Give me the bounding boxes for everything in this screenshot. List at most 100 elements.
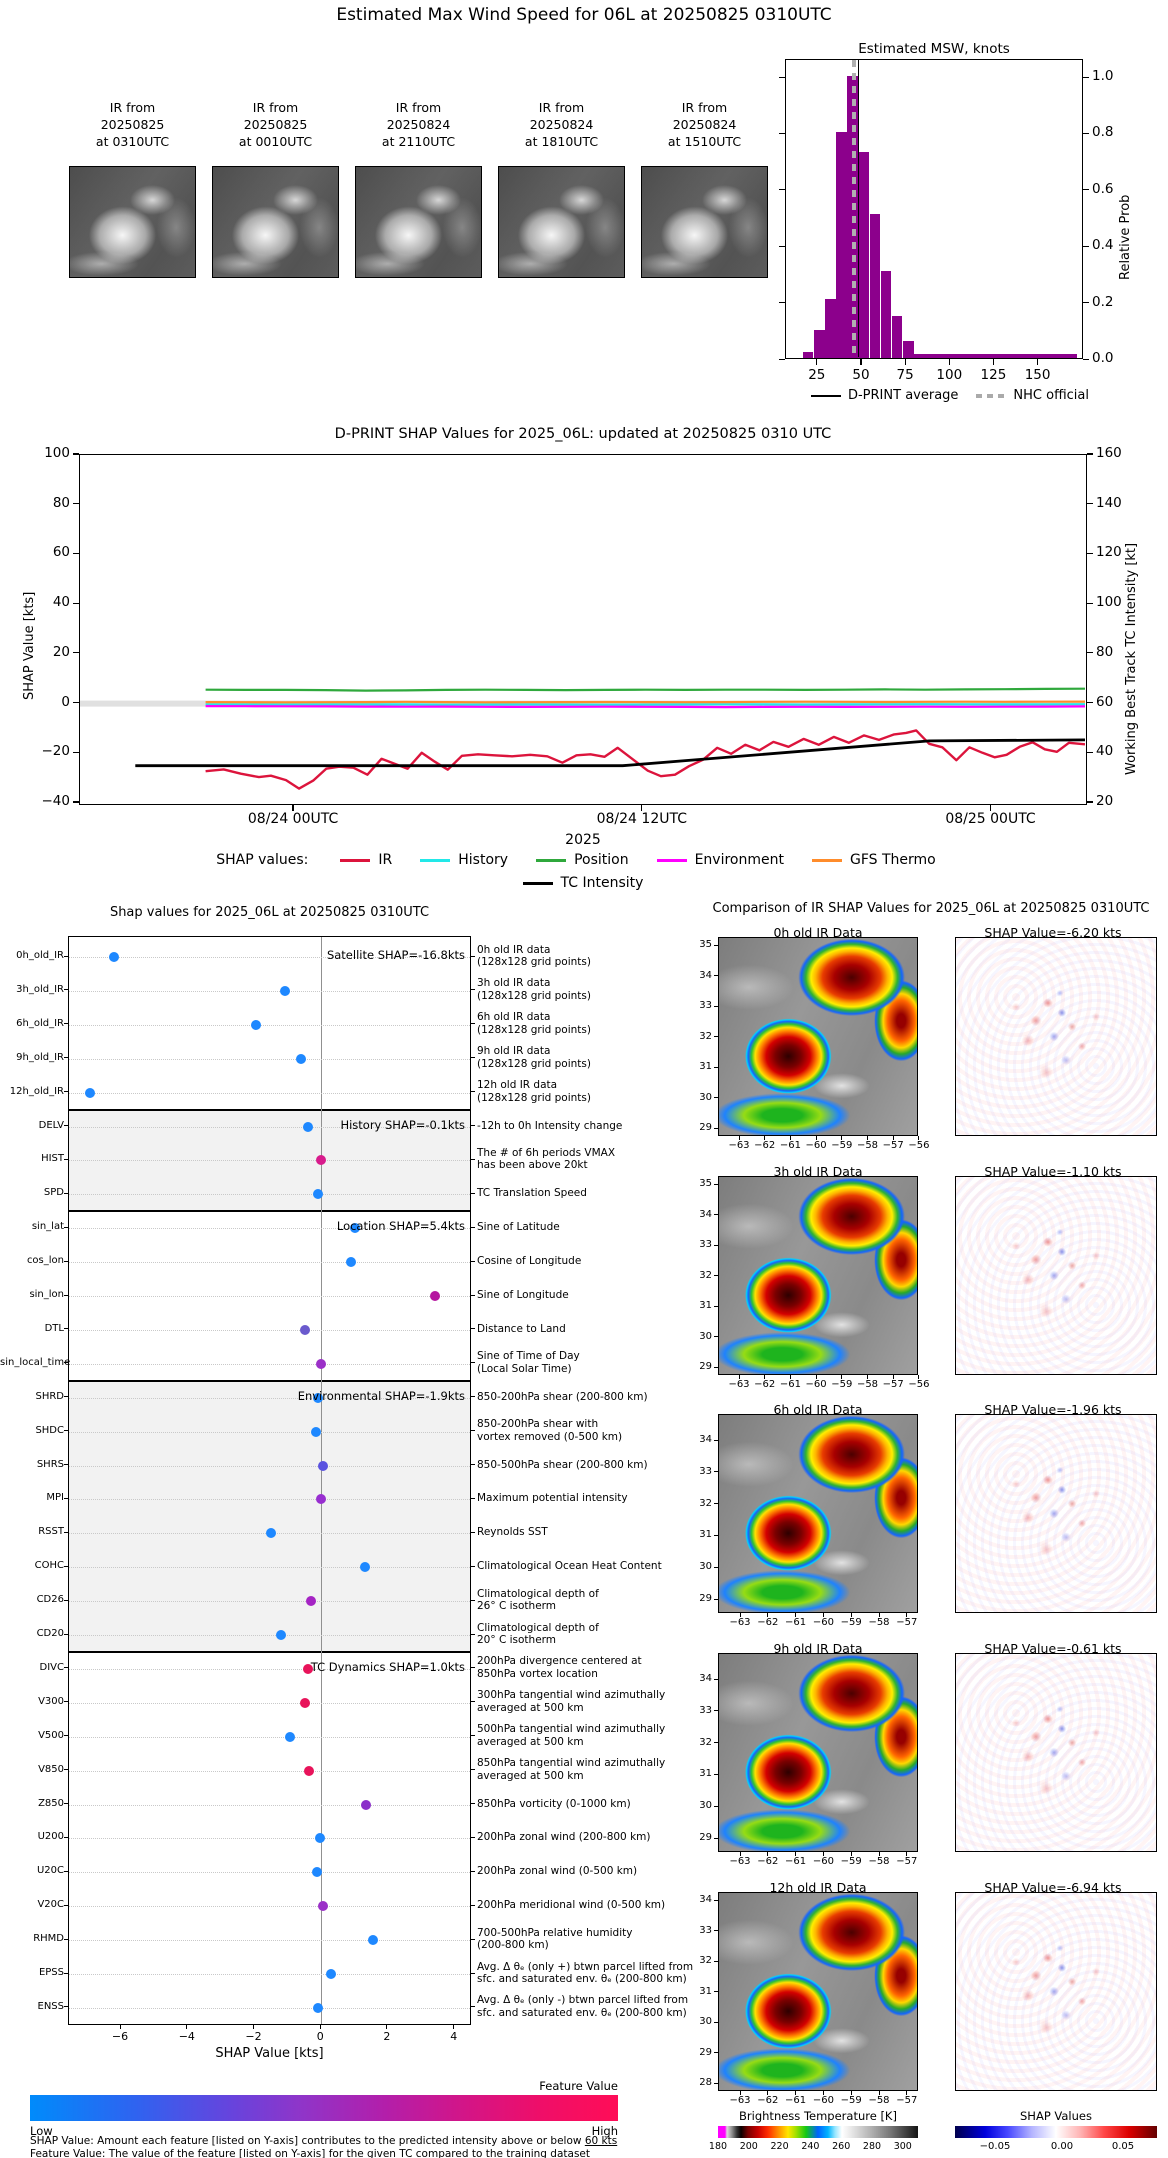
feature-description: 850hPa vorticity (0-1000 km) bbox=[477, 1798, 631, 1811]
lon-tick-mark bbox=[892, 1375, 894, 1379]
lon-tick-label: −57 bbox=[896, 2095, 918, 2106]
feature-description-line: Avg. Δ θₑ (only -) btwn parcel lifted fr… bbox=[477, 1994, 689, 2007]
row-tick-mark bbox=[471, 1091, 475, 1093]
histogram-legend-item: NHC official bbox=[976, 388, 1089, 403]
row-tick-mark bbox=[471, 955, 475, 957]
feature-row-label: SHRD bbox=[35, 1390, 64, 1402]
row-tick-mark bbox=[471, 1938, 475, 1940]
row-gridline bbox=[69, 1397, 470, 1399]
ir-data-panel bbox=[718, 937, 918, 1136]
feature-description-line: (128x128 grid points) bbox=[477, 989, 591, 1002]
y-tick-label-left: −40 bbox=[41, 793, 71, 809]
ir-thumbnail-label: IR from 20250824 at 1810UTC bbox=[478, 99, 645, 150]
lon-tick-mark bbox=[878, 1613, 880, 1617]
feature-description: Climatological depth of 26° C isotherm bbox=[477, 1588, 599, 1613]
lat-tick-mark bbox=[714, 2052, 718, 2053]
row-tick-mark bbox=[64, 1430, 68, 1432]
feature-row-label: 9h_old_IR bbox=[16, 1051, 64, 1063]
lat-tick-label: 34 bbox=[699, 1673, 712, 1684]
row-gridline bbox=[69, 1092, 470, 1094]
y-tick-label-left: 80 bbox=[52, 494, 70, 511]
lat-tick-label: 31 bbox=[699, 1300, 712, 1311]
lon-tick-label: −58 bbox=[868, 1856, 890, 1867]
lon-tick-mark bbox=[739, 1613, 741, 1617]
y-tick-mark bbox=[1083, 358, 1089, 360]
timeseries-plot-area bbox=[79, 454, 1087, 805]
lat-tick-label: 33 bbox=[699, 1239, 712, 1250]
series-history bbox=[205, 703, 1085, 706]
lat-tick-mark bbox=[714, 1960, 718, 1962]
row-tick-mark bbox=[64, 2006, 68, 2008]
feature-row-label: 6h_old_IR bbox=[16, 1017, 64, 1029]
row-tick-mark bbox=[64, 1531, 68, 1533]
feature-shap-dot bbox=[312, 2002, 323, 2013]
section-divider bbox=[69, 1210, 470, 1213]
feature-description-line: 6h old IR data bbox=[477, 1011, 551, 1024]
lat-tick-label: 29 bbox=[699, 2046, 712, 2058]
legend-line-swatch bbox=[811, 858, 842, 862]
lat-tick-label: 33 bbox=[699, 1924, 712, 1936]
y-tick-mark bbox=[73, 552, 79, 555]
histogram-tail-bar bbox=[914, 354, 1078, 358]
ir-thumbnail-label-line: at 2110UTC bbox=[381, 134, 456, 149]
legend-label: Environment bbox=[694, 852, 784, 868]
legend-line-swatch bbox=[340, 858, 371, 862]
lon-tick-label: −62 bbox=[757, 2095, 779, 2106]
feature-shap-dot bbox=[317, 1901, 328, 1912]
row-tick-mark bbox=[471, 1803, 475, 1804]
lat-tick-label: 30 bbox=[699, 1561, 712, 1573]
feature-description-line: Climatological depth of bbox=[477, 1587, 599, 1600]
y-tick-label-left: −20 bbox=[41, 743, 71, 760]
lon-tick-label: −60 bbox=[805, 1379, 827, 1390]
feature-description-line: 850-500hPa shear (200-800 km) bbox=[477, 1458, 648, 1471]
series-position bbox=[205, 687, 1085, 692]
feature-description-line: 200hPa divergence centered at bbox=[477, 1655, 642, 1668]
y-tick-label: 0.2 bbox=[1092, 293, 1114, 310]
y-tick-label-left: 40 bbox=[52, 594, 70, 611]
feature-row-label: sin_lon bbox=[29, 1289, 64, 1300]
histogram-plot-area bbox=[785, 59, 1083, 359]
feature-row-label: U20C bbox=[36, 1865, 64, 1877]
row-tick-mark bbox=[64, 1125, 68, 1126]
feature-row-label: 0h_old_IR bbox=[16, 950, 64, 961]
lon-tick-mark bbox=[795, 2091, 797, 2095]
feature-description-line: Sine of Longitude bbox=[477, 1289, 569, 1301]
ir-thumbnail-label-line: at 1510UTC bbox=[667, 134, 742, 149]
bt-colorbar-label: Brightness Temperature [K] bbox=[739, 2109, 897, 2123]
feature-shap-dot bbox=[316, 1494, 327, 1505]
series-gfs-thermo bbox=[205, 700, 1085, 704]
histogram-bar bbox=[880, 270, 892, 358]
x-tick-label: −6 bbox=[111, 2030, 129, 2043]
feature-description-line: sfc. and saturated env. θₑ (200-800 km) bbox=[477, 2006, 687, 2019]
row-gridline bbox=[69, 1363, 470, 1365]
section-divider bbox=[69, 1108, 470, 1111]
feature-shap-dot bbox=[316, 1155, 327, 1166]
feature-shap-dot bbox=[299, 1697, 310, 1708]
feature-description-line: TC Translation Speed bbox=[477, 1187, 587, 1200]
y-tick-mark bbox=[1087, 602, 1093, 604]
y-tick-mark bbox=[1083, 189, 1089, 191]
y-tick-mark bbox=[779, 245, 785, 247]
feature-row-label: RSST bbox=[38, 1526, 64, 1538]
lon-tick-label: −56 bbox=[908, 1379, 930, 1390]
feature-shap-dot bbox=[284, 1731, 295, 1742]
lat-tick-mark bbox=[714, 1244, 718, 1246]
feature-shap-dot bbox=[326, 1969, 337, 1979]
lat-tick-label: 31 bbox=[699, 1768, 712, 1780]
feature-row-label: MPI bbox=[46, 1492, 64, 1504]
lat-tick-mark bbox=[714, 1899, 718, 1901]
y-tick-label-left: 0 bbox=[61, 693, 70, 710]
timeseries-ylabel-right: Working Best Track TC Intensity [kt] bbox=[1124, 542, 1139, 775]
feature-row-label: DIVC bbox=[39, 1661, 64, 1673]
ir-thumbnail-image bbox=[355, 166, 482, 278]
section-shap-header: Environmental SHAP=-1.9kts bbox=[297, 1388, 465, 1403]
feature-description-line: 0h old IR data bbox=[477, 943, 551, 956]
bt-colorbar-tick: 260 bbox=[832, 2141, 851, 2152]
lat-tick-label: 32 bbox=[699, 1497, 712, 1509]
feature-description-line: The # of 6h periods VMAX bbox=[477, 1146, 616, 1159]
row-tick-mark bbox=[64, 989, 68, 991]
feature-row-label: 3h_old_IR bbox=[16, 983, 64, 995]
x-tick-label: 08/24 12UTC bbox=[596, 811, 687, 827]
row-tick-mark bbox=[64, 1260, 68, 1262]
legend-label: TC Intensity bbox=[560, 875, 644, 891]
